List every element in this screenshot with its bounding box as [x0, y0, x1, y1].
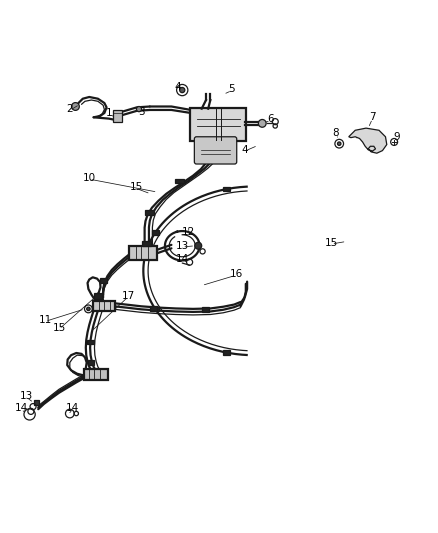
Text: 13: 13	[20, 391, 33, 401]
Bar	[88, 360, 95, 365]
Text: 15: 15	[130, 182, 144, 192]
Text: 4: 4	[175, 82, 181, 92]
Circle shape	[195, 243, 202, 249]
Bar	[150, 306, 157, 311]
Bar	[100, 278, 106, 282]
Bar	[113, 109, 122, 123]
Text: 14: 14	[14, 403, 28, 414]
Bar	[202, 306, 208, 312]
Text: 4: 4	[242, 145, 248, 155]
Text: 16: 16	[230, 269, 243, 279]
Text: 17: 17	[122, 291, 135, 301]
Text: 8: 8	[332, 128, 339, 138]
Text: 2: 2	[67, 103, 73, 114]
Bar	[223, 187, 230, 191]
Bar	[223, 350, 230, 354]
Bar	[34, 400, 39, 405]
Text: 3: 3	[138, 107, 145, 117]
Circle shape	[71, 103, 79, 110]
Text: 1: 1	[106, 108, 112, 118]
Bar	[142, 241, 151, 246]
Text: 15: 15	[325, 238, 338, 248]
Text: 7: 7	[369, 112, 376, 122]
FancyBboxPatch shape	[130, 246, 157, 260]
Text: 11: 11	[39, 315, 52, 325]
Text: 9: 9	[393, 132, 399, 142]
Circle shape	[338, 142, 341, 146]
Text: 5: 5	[229, 84, 235, 94]
Bar	[145, 211, 154, 215]
Polygon shape	[349, 128, 387, 153]
Bar	[175, 179, 184, 183]
FancyBboxPatch shape	[194, 137, 237, 164]
Circle shape	[87, 307, 90, 311]
Text: 14: 14	[66, 403, 79, 414]
FancyBboxPatch shape	[93, 301, 115, 311]
FancyBboxPatch shape	[84, 368, 108, 380]
Text: 6: 6	[268, 115, 274, 125]
Circle shape	[180, 87, 185, 93]
Text: 13: 13	[176, 241, 189, 251]
Bar	[94, 293, 102, 298]
Text: 14: 14	[176, 254, 189, 264]
Text: 10: 10	[83, 173, 96, 183]
Bar	[152, 307, 159, 311]
FancyBboxPatch shape	[190, 108, 246, 141]
Bar	[152, 230, 159, 235]
Circle shape	[258, 119, 266, 127]
Text: 15: 15	[53, 323, 66, 333]
Text: 12: 12	[182, 227, 195, 237]
Bar	[87, 340, 94, 344]
Circle shape	[136, 107, 141, 112]
